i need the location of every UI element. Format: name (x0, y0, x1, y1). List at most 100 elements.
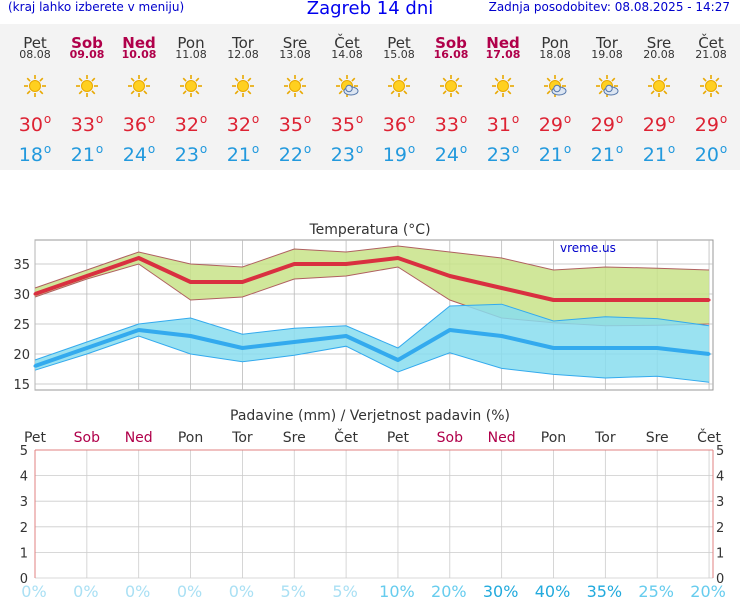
precip-day-label: Sre (646, 430, 669, 446)
min-temp: 21o (642, 142, 676, 166)
sun-icon (647, 74, 671, 98)
min-temp-point (603, 346, 607, 350)
precip-y-tick-left: 4 (20, 470, 28, 485)
max-temp: 36o (382, 112, 416, 136)
min-temp-point (448, 328, 452, 332)
precip-chart-title: Padavine (mm) / Verjetnost padavin (%) (230, 408, 510, 424)
min-temp: 23o (174, 142, 208, 166)
min-temp-point (189, 334, 193, 338)
max-temp: 30o (18, 112, 52, 136)
last-update: Zadnja posodobitev: 08.08.2025 - 14:27 (488, 0, 730, 14)
precip-day-label: Tor (594, 430, 616, 446)
precip-day-label: Sob (74, 430, 100, 446)
precip-probability-label: 20% (690, 582, 726, 600)
max-temp: 32o (226, 112, 260, 136)
max-temp: 29o (538, 112, 572, 136)
precip-y-tick-right: 4 (716, 470, 724, 485)
max-temp: 36o (122, 112, 156, 136)
day-date: 08.08 (19, 48, 51, 61)
precip-y-tick-right: 3 (716, 495, 724, 510)
day-name: Pet (387, 34, 411, 52)
precip-probability-label: 0% (229, 582, 254, 600)
precip-probability-label: 20% (431, 582, 467, 600)
max-temp-point (396, 256, 400, 260)
day-date: 15.08 (383, 48, 415, 61)
precip-day-label: Pet (387, 430, 410, 446)
min-temp-point (552, 346, 555, 350)
precip-probability-label: 40% (535, 582, 571, 600)
day-column: Čet 14.08 35o 23o (321, 24, 373, 170)
sun-icon (231, 74, 255, 98)
day-column: Sob 16.08 33o 24o (425, 24, 477, 170)
max-temp: 29o (694, 112, 728, 136)
day-date: 14.08 (331, 48, 363, 61)
max-temp: 32o (174, 112, 208, 136)
max-temp-point (85, 274, 89, 278)
day-date: 16.08 (433, 48, 469, 61)
day-column: Ned 17.08 31o 23o (477, 24, 529, 170)
precip-day-label: Pon (178, 430, 203, 446)
day-name: Tor (232, 34, 254, 52)
min-temp: 24o (434, 142, 468, 166)
min-temp: 20o (694, 142, 728, 166)
min-temp-point (85, 346, 89, 350)
max-temp-line (34, 256, 710, 302)
sun-icon (179, 74, 203, 98)
max-temp-point (655, 298, 659, 302)
min-temp-point (655, 346, 659, 350)
day-name: Ned (122, 34, 156, 52)
precip-day-label: Sob (437, 430, 463, 446)
sun-cloud-icon (543, 74, 567, 98)
min-temp-point (137, 328, 141, 332)
sun-icon (491, 74, 515, 98)
max-temp: 35o (278, 112, 312, 136)
max-temp-point (137, 256, 141, 260)
day-date: 19.08 (591, 48, 623, 61)
precip-plot-area (35, 450, 713, 578)
precip-y-tick-right: 1 (716, 546, 724, 561)
day-name: Sob (71, 34, 103, 52)
region-hint: (kraj lahko izberete v meniju) (8, 0, 185, 14)
min-temp: 18o (18, 142, 52, 166)
day-date: 09.08 (69, 48, 105, 61)
day-column: Tor 12.08 32o 21o (217, 24, 269, 170)
min-temp-point (240, 346, 244, 350)
min-temp: 23o (330, 142, 364, 166)
sun-icon (439, 74, 463, 98)
precip-probability-label: 10% (379, 582, 415, 600)
max-temp-band-upper (34, 245, 710, 289)
max-temp-point (33, 292, 37, 296)
min-temp: 21o (70, 142, 104, 166)
day-column: Čet 21.08 29o 20o (685, 24, 737, 170)
min-temp-line (34, 328, 710, 368)
precip-y-tick-left: 0 (20, 572, 28, 587)
day-column: Sre 13.08 35o 22o (269, 24, 321, 170)
min-temp-band-upper (34, 303, 710, 361)
max-temp: 35o (330, 112, 364, 136)
precip-y-tick-left: 5 (20, 444, 28, 459)
min-temp-point (707, 352, 711, 356)
day-name: Tor (596, 34, 618, 52)
precip-day-label: Tor (231, 430, 253, 446)
temperature-y-tick: 30 (13, 288, 30, 303)
temperature-y-tick: 15 (13, 378, 30, 393)
day-date: 12.08 (227, 48, 259, 61)
day-name: Pet (23, 34, 47, 52)
max-temp-point (344, 262, 348, 266)
day-name: Pon (541, 34, 569, 52)
min-temp-point (33, 364, 37, 368)
precip-probability-label: 5% (281, 582, 306, 600)
day-column: Pon 18.08 29o 21o (529, 24, 581, 170)
precip-y-tick-right: 0 (716, 572, 724, 587)
min-temp: 21o (226, 142, 260, 166)
precip-day-label: Pon (541, 430, 566, 446)
min-temp-point (292, 340, 296, 344)
sun-icon (127, 74, 151, 98)
max-temp: 33o (70, 112, 104, 136)
max-temp-point (707, 298, 711, 302)
day-column: Tor 19.08 29o 21o (581, 24, 633, 170)
page-title: Zagreb 14 dni (306, 0, 434, 19)
min-temp: 21o (590, 142, 624, 166)
max-temp: 29o (590, 112, 624, 136)
